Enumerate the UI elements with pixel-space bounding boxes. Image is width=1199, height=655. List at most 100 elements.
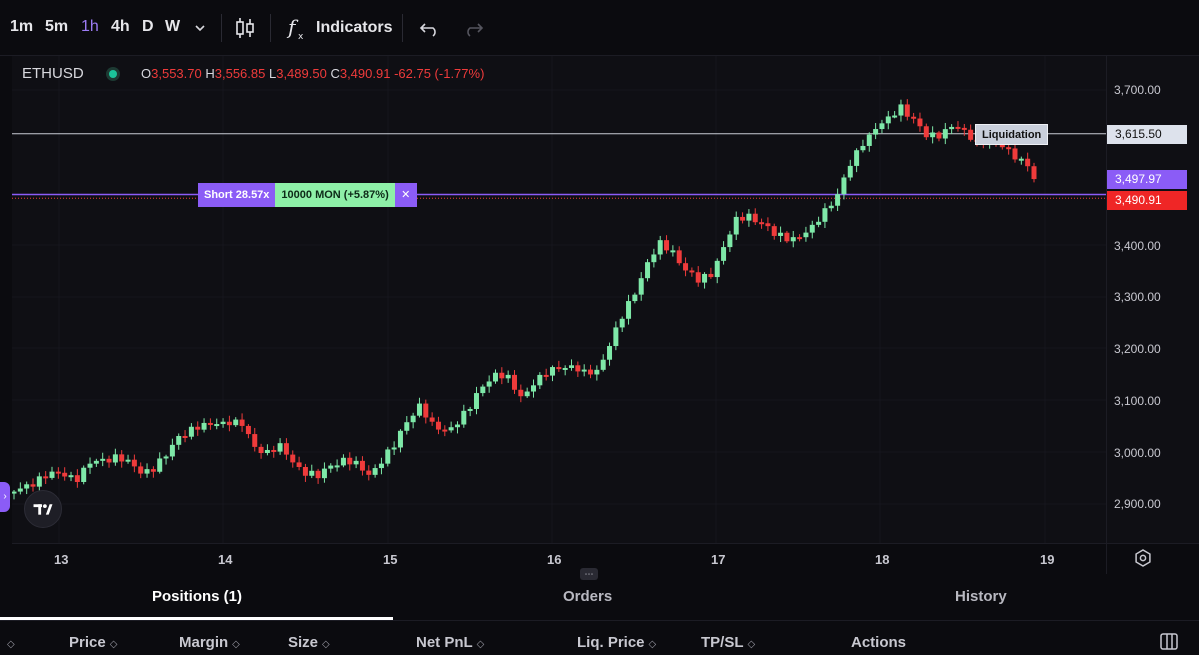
candle-body bbox=[588, 369, 594, 375]
candle-body bbox=[138, 466, 144, 474]
candle-body bbox=[632, 294, 638, 302]
column-net-pnl[interactable]: Net PnL ◇ bbox=[416, 634, 485, 651]
candle-body bbox=[87, 463, 93, 468]
candle-body bbox=[195, 426, 201, 430]
chevron-down-icon[interactable] bbox=[192, 14, 208, 42]
candle-body bbox=[752, 213, 758, 223]
candle-body bbox=[651, 254, 657, 263]
candle-body bbox=[670, 250, 676, 253]
candle-body bbox=[828, 205, 834, 209]
redo-icon[interactable] bbox=[460, 14, 486, 42]
settings-icon[interactable] bbox=[1134, 549, 1152, 567]
column-size[interactable]: Size ◇ bbox=[288, 634, 330, 651]
tradingview-logo[interactable] bbox=[24, 490, 62, 528]
candle-body bbox=[201, 422, 207, 430]
panel-resize-handle[interactable]: ⋯ bbox=[580, 568, 598, 580]
candle-body bbox=[505, 374, 511, 379]
candle-body bbox=[492, 372, 498, 382]
tab-orders[interactable]: Orders bbox=[563, 588, 613, 605]
candle-body bbox=[214, 424, 220, 427]
column-liq-price[interactable]: Liq. Price ◇ bbox=[577, 634, 657, 651]
candle-body bbox=[24, 484, 30, 489]
column-margin[interactable]: Margin ◇ bbox=[179, 634, 240, 651]
candle-body bbox=[550, 367, 556, 376]
time-tick: 15 bbox=[383, 552, 398, 567]
candle-body bbox=[340, 457, 346, 466]
candle-body bbox=[854, 150, 860, 166]
price-tick: 3,000.00 bbox=[1114, 446, 1161, 460]
price-chart[interactable] bbox=[12, 56, 1106, 543]
candle-body bbox=[157, 458, 163, 472]
candlestick-chart[interactable] bbox=[12, 56, 1106, 543]
candle-body bbox=[911, 116, 917, 119]
candle-body bbox=[239, 419, 245, 426]
timeframe-1m[interactable]: 1m bbox=[10, 18, 34, 35]
candle-body bbox=[43, 476, 49, 479]
column-price[interactable]: Price ◇ bbox=[69, 634, 118, 651]
candle-body bbox=[334, 465, 340, 468]
candle-body bbox=[366, 470, 372, 475]
candle-body bbox=[442, 429, 448, 432]
sort-icon: ◇ bbox=[648, 639, 657, 650]
price-tick: 3,300.00 bbox=[1114, 290, 1161, 304]
candle-body bbox=[645, 262, 651, 279]
candle-body bbox=[955, 126, 961, 129]
candle-body bbox=[961, 127, 967, 130]
candle-body bbox=[416, 403, 422, 416]
candle-body bbox=[347, 457, 353, 465]
candle-body bbox=[448, 427, 454, 431]
sort-icon: ◇ bbox=[109, 639, 118, 650]
candle-body bbox=[188, 426, 194, 437]
candle-body bbox=[207, 422, 213, 425]
sort-icon: ◇ bbox=[232, 639, 240, 650]
chart-left-strip bbox=[0, 56, 12, 574]
timeframe-1h[interactable]: 1h bbox=[81, 18, 99, 35]
candlestick-icon[interactable] bbox=[232, 14, 258, 42]
undo-icon[interactable] bbox=[417, 14, 443, 42]
toolbar-divider bbox=[221, 14, 222, 42]
candle-body bbox=[233, 419, 239, 426]
candle-body bbox=[543, 374, 549, 377]
timeframe-d[interactable]: D bbox=[142, 18, 154, 35]
timeframe-4h[interactable]: 4h bbox=[111, 18, 130, 35]
timeframe-5m[interactable]: 5m bbox=[45, 18, 69, 35]
candle-body bbox=[562, 367, 568, 370]
columns-icon[interactable] bbox=[1158, 630, 1180, 652]
candle-body bbox=[423, 403, 429, 418]
candle-body bbox=[62, 472, 68, 477]
timeframe-w[interactable]: W bbox=[165, 18, 181, 35]
candle-body bbox=[619, 318, 625, 328]
column-tp-sl[interactable]: TP/SL ◇ bbox=[701, 634, 756, 651]
ohlc-readout: O3,553.70 H3,556.85 L3,489.50 C3,490.91 … bbox=[141, 66, 485, 81]
candle-body bbox=[81, 467, 87, 483]
candle-body bbox=[245, 425, 251, 435]
candle-body bbox=[790, 237, 796, 242]
position-tag[interactable]: Short 28.57x 10000 MON (+5.87%) ✕ bbox=[198, 183, 417, 207]
candle-body bbox=[290, 454, 296, 463]
tab-positions[interactable]: Positions (1) bbox=[152, 588, 243, 605]
candle-body bbox=[397, 430, 403, 448]
close-position-icon[interactable]: ✕ bbox=[394, 183, 417, 207]
candle-body bbox=[518, 389, 524, 397]
symbol-name[interactable]: ETHUSD bbox=[22, 65, 84, 82]
liquidation-tag: Liquidation bbox=[975, 124, 1049, 145]
candle-body bbox=[765, 223, 771, 227]
candle-body bbox=[226, 421, 232, 426]
candle-body bbox=[435, 421, 441, 430]
tab-history[interactable]: History bbox=[955, 588, 1007, 605]
candle-body bbox=[461, 410, 467, 425]
active-tab-indicator bbox=[0, 617, 393, 620]
sort-icon: ◇ bbox=[476, 639, 485, 650]
indicators-button[interactable]: Indicators bbox=[316, 19, 393, 36]
sort-icon[interactable]: ◇ bbox=[7, 639, 15, 650]
candle-body bbox=[841, 177, 847, 195]
time-axis[interactable] bbox=[12, 543, 1106, 574]
function-icon[interactable]: f x bbox=[286, 14, 312, 42]
candle-body bbox=[271, 449, 277, 452]
entry-price-label: 3,497.97 bbox=[1107, 170, 1187, 189]
last-price-label: 3,490.91 bbox=[1107, 191, 1187, 210]
candle-body bbox=[144, 469, 150, 474]
candle-body bbox=[702, 273, 708, 283]
candle-body bbox=[569, 365, 575, 368]
left-panel-handle[interactable]: › bbox=[0, 482, 10, 512]
